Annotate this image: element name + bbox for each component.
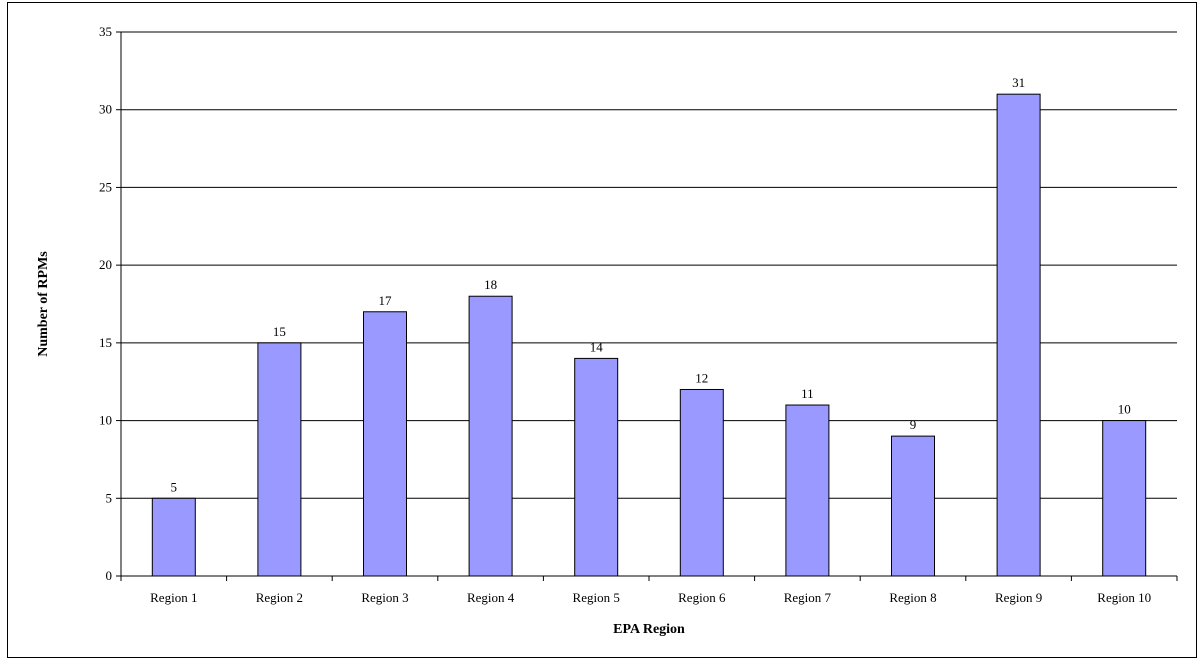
- x-tick-label: Region 9: [995, 590, 1042, 605]
- bar: [468, 295, 513, 577]
- bar: [891, 435, 935, 577]
- y-tick-label: 10: [99, 413, 112, 428]
- data-label: 14: [590, 339, 604, 354]
- data-label: 31: [1012, 75, 1025, 90]
- x-tick-label: Region 3: [361, 590, 408, 605]
- y-axis-title: Number of RPMs: [36, 251, 51, 357]
- x-tick-label: Region 7: [784, 590, 832, 605]
- bar: [996, 93, 1041, 577]
- bar: [1102, 420, 1147, 577]
- axes: [116, 31, 1178, 581]
- y-tick-label: 30: [99, 102, 112, 117]
- x-tick-label: Region 4: [467, 590, 515, 605]
- bar: [363, 311, 407, 577]
- bar: [785, 404, 830, 577]
- x-tick-label: Region 2: [256, 590, 303, 605]
- y-tick-label: 35: [99, 24, 112, 39]
- y-tick-label: 20: [99, 257, 112, 272]
- x-tick-label: Region 8: [889, 590, 936, 605]
- data-label: 9: [910, 417, 917, 432]
- data-labels: 5 15 17 18 14 12 11 9 31 10: [171, 75, 1131, 494]
- data-label: 12: [695, 370, 708, 385]
- data-label: 15: [273, 324, 286, 339]
- data-label: 11: [801, 386, 814, 401]
- y-tick-label: 5: [106, 490, 113, 505]
- bars: [151, 93, 1147, 577]
- bar: [151, 497, 196, 577]
- bar: [574, 357, 619, 577]
- y-tick-label: 15: [99, 335, 112, 350]
- data-label: 17: [379, 293, 393, 308]
- data-label: 5: [171, 479, 178, 494]
- bar: [257, 342, 302, 577]
- y-tick-labels: 0 5 10 15 20 25 30 35: [99, 24, 112, 583]
- x-tick-label: Region 1: [150, 590, 197, 605]
- x-tick-label: Region 10: [1097, 590, 1151, 605]
- bar: [679, 388, 724, 577]
- x-tick-labels: Region 1 Region 2 Region 3 Region 4 Region 5…: [150, 590, 1151, 605]
- y-tick-label: 0: [106, 568, 113, 583]
- data-label: 18: [484, 277, 497, 292]
- x-tick-label: Region 5: [573, 590, 620, 605]
- data-label: 10: [1118, 402, 1131, 417]
- x-tick-label: Region 6: [678, 590, 726, 605]
- y-tick-label: 25: [99, 179, 112, 194]
- x-axis-title: EPA Region: [613, 622, 685, 637]
